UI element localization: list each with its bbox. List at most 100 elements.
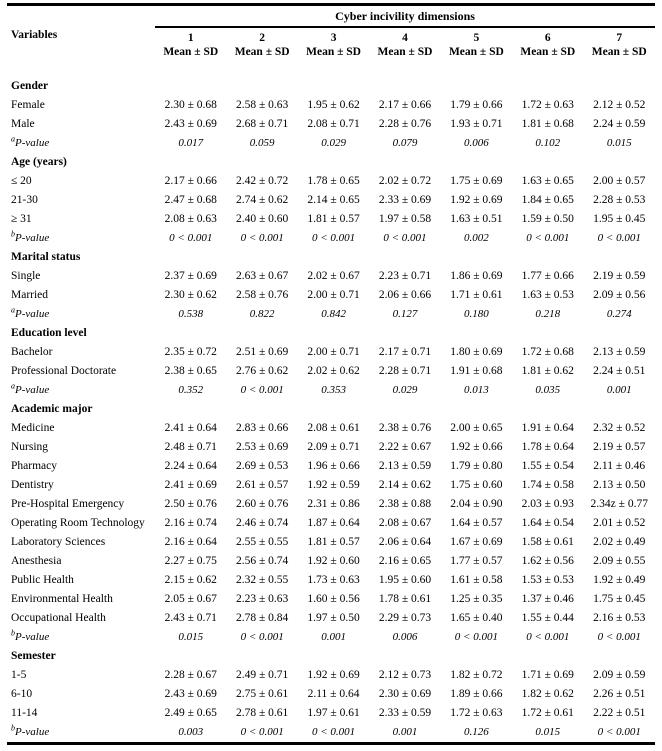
value-cell: 1.75 ± 0.60 <box>450 479 503 491</box>
table-row: ≥ 31 2.08 ± 0.63 2.40 ± 0.60 1.81 ± 0.57 1.9… <box>7 210 655 229</box>
value-cell: 1.61 ± 0.58 <box>450 574 503 586</box>
value-cell: 0.842 <box>321 308 346 320</box>
value-cell: 2.02 ± 0.49 <box>593 536 646 548</box>
value-cell: 2.83 ± 0.66 <box>236 422 289 434</box>
row-label: Married <box>11 289 49 301</box>
column-header-2: 2 Mean ± SD <box>226 27 297 64</box>
value-cell: 1.95 ± 0.62 <box>307 99 360 111</box>
value-cell: 1.79 ± 0.80 <box>450 460 503 472</box>
row-label: Nursing <box>11 441 49 453</box>
value-cell: 1.60 ± 0.56 <box>307 593 360 605</box>
table-row: Environmental Health 2.05 ± 0.67 2.23 ± 0.… <box>7 590 655 609</box>
value-cell: 2.13 ± 0.59 <box>378 460 432 472</box>
variables-column-header: Variables <box>11 29 58 41</box>
row-label: ≥ 31 <box>11 213 32 225</box>
table-row: Married 2.30 ± 0.62 2.58 ± 0.76 2.00 ± 0.71… <box>7 286 655 305</box>
pvalue-superscript: b <box>11 229 15 239</box>
pvalue-row: bP-value 0.015 0 < 0.001 0.001 0.006 0 < 0.00… <box>7 628 655 647</box>
pvalue-row-label: bP-value <box>7 229 155 248</box>
mean-sd-label: Mean ± SD <box>377 46 433 58</box>
value-cell: 2.11 ± 0.64 <box>307 688 360 700</box>
row-label: Medicine <box>11 422 55 434</box>
column-header-7: 7 Mean ± SD <box>583 27 655 64</box>
value-cell: 2.56 ± 0.74 <box>236 555 289 567</box>
value-cell: 0.218 <box>535 308 561 320</box>
value-cell: 1.64 ± 0.57 <box>450 517 503 529</box>
value-cell: 0 < 0.001 <box>454 631 498 643</box>
value-cell: 2.06 ± 0.64 <box>378 536 432 548</box>
value-cell: 1.93 ± 0.71 <box>450 118 503 130</box>
value-cell: 2.01 ± 0.52 <box>593 517 646 529</box>
value-cell: 1.71 ± 0.61 <box>450 289 503 301</box>
table-row: Operating Room Technology 2.16 ± 0.74 2.46… <box>7 514 655 533</box>
section-header-row: Marital status <box>7 248 655 267</box>
value-cell: 0.001 <box>606 384 632 396</box>
value-cell: 1.62 ± 0.56 <box>521 555 574 567</box>
value-cell: 0 < 0.001 <box>526 631 570 643</box>
section-header-row: Age (years) <box>7 153 655 172</box>
column-number: 4 <box>402 32 408 44</box>
table-row: Single 2.37 ± 0.69 2.63 ± 0.67 2.02 ± 0.67 2… <box>7 267 655 286</box>
value-cell: 2.34z ± 0.77 <box>590 498 648 510</box>
value-cell: 0.015 <box>606 137 632 149</box>
value-cell: 2.33 ± 0.69 <box>378 194 432 206</box>
value-cell: 2.22 ± 0.67 <box>378 441 432 453</box>
value-cell: 1.91 ± 0.64 <box>521 422 574 434</box>
pvalue-row: bP-value 0.003 0 < 0.001 0 < 0.001 0.001 0.12… <box>7 723 655 744</box>
value-cell: 0.353 <box>321 384 346 396</box>
value-cell: 1.81 ± 0.68 <box>521 118 574 130</box>
value-cell: 2.63 ± 0.67 <box>236 270 289 282</box>
value-cell: 2.02 ± 0.67 <box>307 270 360 282</box>
value-cell: 2.43 ± 0.71 <box>164 612 217 624</box>
value-cell: 1.92 ± 0.66 <box>450 441 503 453</box>
value-cell: 0 < 0.001 <box>597 631 641 643</box>
value-cell: 2.32 ± 0.55 <box>236 574 289 586</box>
pvalue-superscript: a <box>11 134 15 144</box>
value-cell: 2.17 ± 0.66 <box>164 175 217 187</box>
value-cell: 2.02 ± 0.62 <box>307 365 360 377</box>
value-cell: 2.09 ± 0.55 <box>593 555 646 567</box>
value-cell: 1.25 ± 0.35 <box>450 593 503 605</box>
value-cell: 1.72 ± 0.61 <box>521 707 574 719</box>
header-spacer-row <box>7 64 655 77</box>
value-cell: 1.92 ± 0.59 <box>307 479 360 491</box>
value-cell: 1.73 ± 0.63 <box>307 574 360 586</box>
value-cell: 2.43 ± 0.69 <box>164 118 217 130</box>
column-number: 2 <box>259 32 266 44</box>
table-row: Nursing 2.48 ± 0.71 2.53 ± 0.69 2.09 ± 0.71… <box>7 438 655 457</box>
row-label-text: P-value <box>15 726 50 738</box>
value-cell: 0 < 0.001 <box>383 232 427 244</box>
row-label: 21-30 <box>11 194 38 206</box>
value-cell: 2.41 ± 0.69 <box>164 479 217 491</box>
value-cell: 2.30 ± 0.68 <box>164 99 217 111</box>
value-cell: 2.32 ± 0.52 <box>593 422 646 434</box>
value-cell: 2.28 ± 0.76 <box>378 118 432 130</box>
value-cell: 1.82 ± 0.62 <box>521 688 574 700</box>
value-cell: 2.37 ± 0.69 <box>164 270 217 282</box>
value-cell: 2.03 ± 0.93 <box>521 498 574 510</box>
row-label: Environmental Health <box>11 593 113 605</box>
span-header-row: Variables Cyber incivility dimensions <box>7 4 655 41</box>
table-row: Pharmacy 2.24 ± 0.64 2.69 ± 0.53 1.96 ± 0.6… <box>7 457 655 476</box>
value-cell: 2.46 ± 0.74 <box>236 517 289 529</box>
value-cell: 2.02 ± 0.72 <box>378 175 432 187</box>
value-cell: 0.127 <box>392 308 418 320</box>
value-cell: 2.22 ± 0.51 <box>593 707 646 719</box>
value-cell: 2.60 ± 0.76 <box>236 498 289 510</box>
value-cell: 2.27 ± 0.75 <box>164 555 217 567</box>
column-number: 6 <box>544 32 551 44</box>
value-cell: 2.00 ± 0.71 <box>307 289 360 301</box>
value-cell: 0.538 <box>178 308 204 320</box>
value-cell: 2.12 ± 0.73 <box>378 669 432 681</box>
value-cell: 1.72 ± 0.68 <box>521 346 574 358</box>
value-cell: 0.102 <box>535 137 561 149</box>
value-cell: 1.72 ± 0.63 <box>450 707 503 719</box>
value-cell: 0 < 0.001 <box>597 232 641 244</box>
section-header-row: Semester <box>7 647 655 666</box>
value-cell: 1.65 ± 0.40 <box>450 612 503 624</box>
row-label: Pharmacy <box>11 460 57 472</box>
value-cell: 2.24 ± 0.59 <box>593 118 646 130</box>
mean-sd-label: Mean ± SD <box>448 46 504 58</box>
value-cell: 1.95 ± 0.45 <box>593 213 646 225</box>
value-cell: 0.079 <box>392 137 418 149</box>
